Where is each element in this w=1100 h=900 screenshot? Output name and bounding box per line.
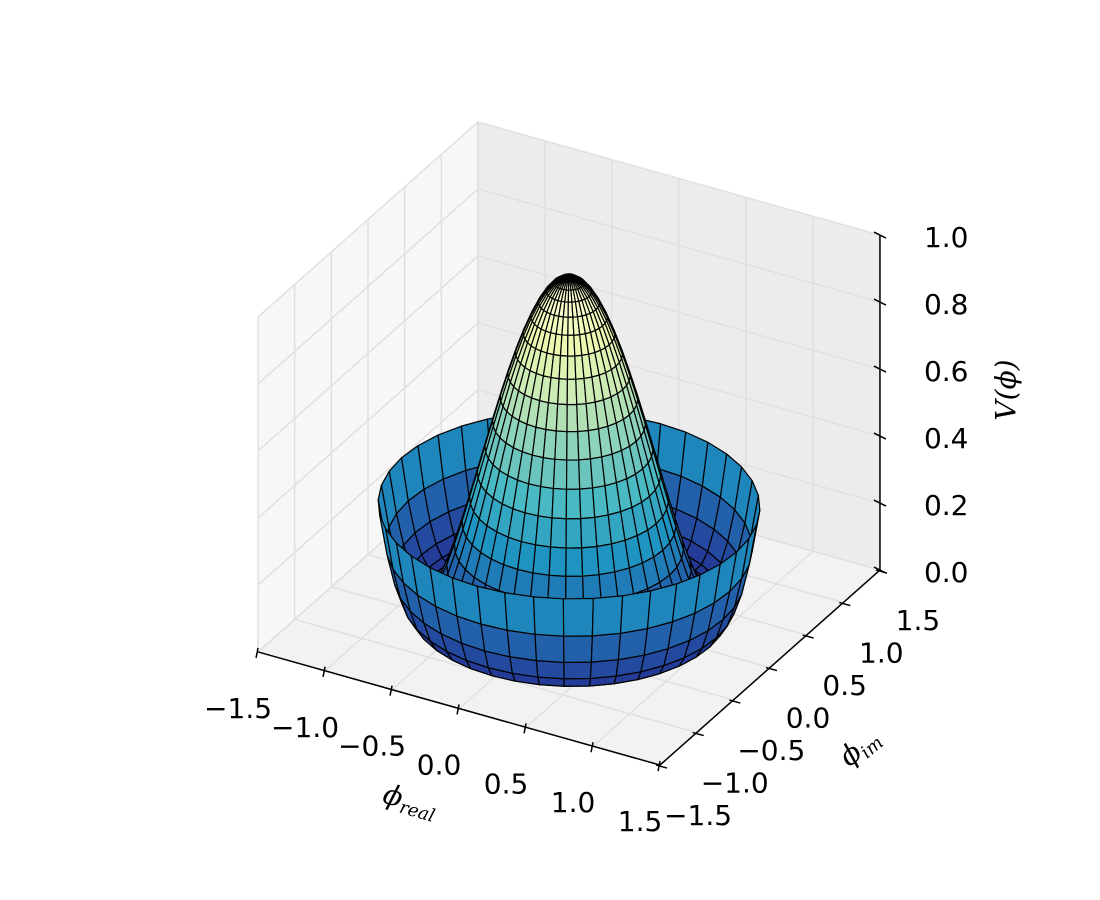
z-tick-label: 0.8 [924,288,969,321]
y-axis-line [659,569,881,766]
surface-patch [535,660,565,680]
surface-patch [552,458,568,490]
surface-patch [534,515,553,548]
z-tick [873,298,887,306]
surface-patch [504,592,536,635]
x-axis-line [257,651,661,766]
y-tick [765,666,778,672]
y-tick-label: 1.5 [896,604,941,637]
surface-patch [549,517,567,549]
surface-patch [596,543,616,576]
surface-patch [566,378,578,406]
z-axis-label: V(ϕ) [990,359,1023,420]
surface-patch [533,596,565,637]
y-tick [692,731,704,737]
surface-patch [565,459,581,490]
surface-patch [592,485,609,518]
grid-line [257,188,479,385]
z-tick [873,499,887,507]
surface-patch [554,430,568,461]
x-tick-label: 0.5 [484,767,529,800]
z-tick [873,432,887,440]
surface-patch [563,677,592,687]
x-tick [456,704,460,715]
grid-line [477,255,881,370]
x-axis-label: ϕreal [379,777,442,827]
surface-patch [506,629,538,662]
grid-line [257,389,479,586]
y-axis-label: ϕim [832,720,888,775]
x-axis-label-subscript: real [397,797,437,827]
x-tick-label: 1.0 [551,786,596,819]
grid-line [257,322,479,519]
surface-patch [589,456,606,489]
surface-patch [561,316,569,336]
grid-line [257,121,479,318]
surface-patch [557,378,569,406]
y-tick-label: −1.5 [664,799,732,832]
surface-patch [589,659,619,680]
surface-patch [542,428,557,460]
x-tick-label: 1.5 [618,805,663,838]
surface-patch [581,545,600,577]
surface-patch [558,355,569,380]
surface-patch [566,403,579,433]
surface-patch [540,457,556,490]
surface-patch [565,547,584,577]
surface-patch [476,585,508,631]
z-tick [873,566,887,574]
surface-patch [548,546,567,577]
y-tick [729,699,741,704]
grid-line [477,121,881,236]
z-tick-label: 1.0 [924,221,969,254]
surface-patch [562,597,594,637]
x-tick-label: 0.0 [417,749,462,782]
z-tick-label: 0.2 [924,489,969,522]
surface-patch [566,430,580,461]
surface-patch [590,632,622,663]
surface-patch [563,635,593,664]
x-tick [389,685,393,696]
y-tick-label: 0.5 [822,669,867,702]
surface-patch [580,516,598,549]
grid-line [477,188,881,303]
z-tick [873,231,887,239]
surface-patch [551,487,568,520]
x-tick-label: −1.5 [204,692,272,725]
y-tick-label: −0.5 [737,734,805,767]
surface-patch [537,485,555,519]
y-tick [839,601,851,607]
surface-patch [619,590,652,634]
x-tick [255,647,259,659]
x-tick-label: −1.0 [271,711,339,744]
surface-patch [532,544,552,576]
x-tick-label: −0.5 [338,730,406,763]
surface-patch [594,514,613,548]
x-tick [523,723,527,734]
z-tick [873,365,887,373]
y-tick-label: 0.0 [786,702,831,735]
surface-patch [591,595,624,637]
surface-patch [565,488,582,520]
surface-patch [559,334,569,357]
surface-patch [563,661,592,680]
x-tick [322,666,326,677]
surface-patch [555,403,568,433]
y-tick [802,634,814,639]
z-tick-label: 0.6 [924,355,969,388]
y-tick-label: −1.0 [701,767,769,800]
y-tick [655,764,668,769]
x-tick [590,742,594,753]
z-tick-label: 0.4 [924,422,969,455]
y-tick-label: 1.0 [859,637,904,670]
surface-patch [565,518,583,549]
grid-line [257,255,479,452]
z-tick-label: 0.0 [924,556,969,589]
surface-patch [534,633,565,664]
surface-patch [646,583,678,630]
